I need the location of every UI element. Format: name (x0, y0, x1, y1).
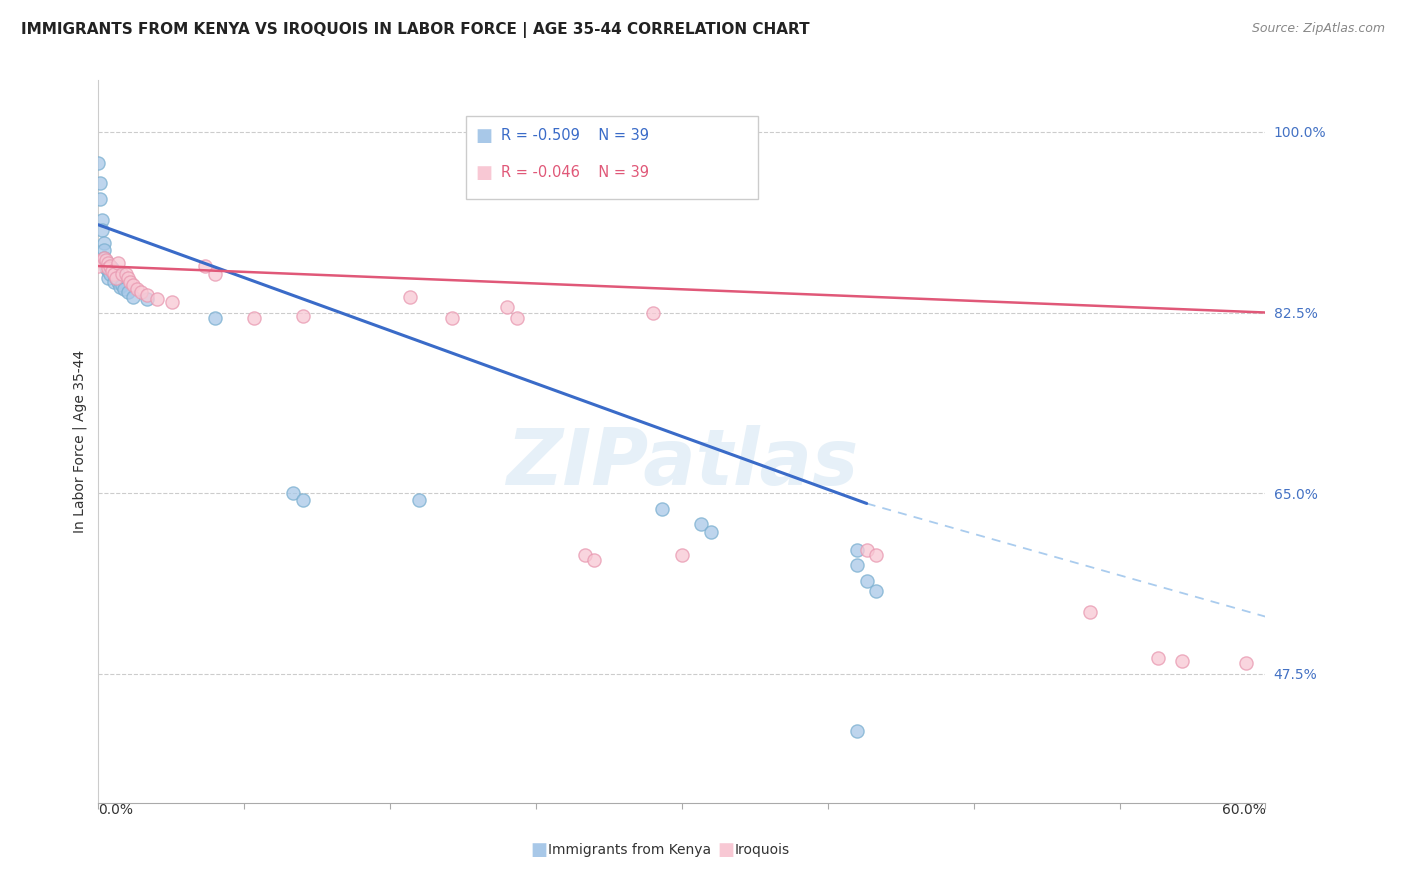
Text: Immigrants from Kenya: Immigrants from Kenya (548, 843, 711, 856)
Point (97, 256, 120, 270)
Point (98, 259, 121, 273)
Point (441, 310, 464, 325)
Point (87, 254, 110, 268)
Point (136, 288, 159, 302)
Point (103, 268, 125, 282)
Point (122, 277, 145, 292)
Point (117, 285, 139, 299)
Point (129, 285, 152, 299)
Point (855, 542, 877, 557)
Point (162, 295, 184, 310)
Text: Iroquois: Iroquois (734, 843, 790, 856)
Point (89, 177, 111, 191)
Point (93, 251, 115, 265)
Point (1171, 654, 1194, 668)
Point (690, 517, 713, 532)
Text: 60.0%: 60.0% (1222, 803, 1265, 817)
Point (127, 282, 149, 296)
Point (496, 301, 519, 315)
Point (846, 542, 869, 557)
Point (146, 292, 169, 306)
Point (107, 256, 129, 270)
Point (98, 268, 121, 282)
Point (87, 259, 110, 273)
Point (641, 305, 664, 319)
Point (104, 271, 127, 285)
Point (1234, 657, 1257, 671)
Point (136, 292, 159, 306)
Point (846, 723, 869, 738)
Point (104, 271, 127, 285)
Point (1080, 605, 1102, 619)
Point (97, 261, 120, 276)
Point (93, 243, 115, 257)
Point (865, 548, 887, 562)
Point (96, 252, 118, 267)
Point (103, 275, 125, 289)
Point (98, 259, 121, 273)
Point (583, 553, 606, 567)
Point (112, 282, 135, 296)
Point (281, 486, 304, 500)
Point (243, 310, 266, 325)
Point (204, 310, 226, 325)
Point (122, 290, 145, 304)
Point (96, 254, 118, 268)
Text: ■: ■ (475, 164, 492, 182)
Point (117, 271, 139, 285)
Point (651, 501, 673, 516)
Point (96, 261, 118, 276)
Point (107, 275, 129, 289)
Text: 0.0%: 0.0% (98, 803, 134, 817)
Point (671, 548, 693, 562)
Text: R = -0.046    N = 39: R = -0.046 N = 39 (501, 165, 650, 180)
Text: IMMIGRANTS FROM KENYA VS IROQUOIS IN LABOR FORCE | AGE 35-44 CORRELATION CHART: IMMIGRANTS FROM KENYA VS IROQUOIS IN LAB… (21, 22, 810, 38)
Point (91, 223, 114, 237)
Point (97, 271, 120, 285)
Point (101, 264, 124, 278)
Point (291, 309, 314, 323)
Point (291, 493, 314, 508)
Point (111, 268, 134, 282)
Point (700, 525, 723, 540)
Point (505, 310, 527, 325)
Text: R = -0.509    N = 39: R = -0.509 N = 39 (501, 128, 650, 144)
Text: Source: ZipAtlas.com: Source: ZipAtlas.com (1251, 22, 1385, 36)
Point (855, 574, 877, 588)
Point (108, 279, 131, 293)
Point (111, 277, 134, 292)
Point (93, 251, 115, 265)
Y-axis label: In Labor Force | Age 35-44: In Labor Force | Age 35-44 (73, 350, 87, 533)
Point (1147, 651, 1170, 665)
Point (87, 156, 110, 170)
Point (846, 558, 869, 573)
Point (194, 259, 217, 273)
Text: ■: ■ (717, 841, 734, 859)
Point (107, 268, 129, 282)
Point (204, 268, 226, 282)
Point (93, 236, 115, 251)
Point (574, 548, 596, 562)
Text: ZIPatlas: ZIPatlas (506, 425, 858, 501)
Point (118, 275, 141, 289)
Point (398, 290, 420, 304)
Point (408, 493, 430, 508)
Text: ■: ■ (475, 127, 492, 145)
Point (97, 264, 120, 278)
Point (103, 268, 125, 282)
Point (101, 261, 124, 276)
Text: ■: ■ (530, 841, 547, 859)
Point (89, 192, 111, 206)
Point (97, 257, 120, 271)
Point (114, 268, 136, 282)
FancyBboxPatch shape (465, 117, 758, 200)
Point (865, 584, 887, 599)
Point (91, 212, 114, 227)
